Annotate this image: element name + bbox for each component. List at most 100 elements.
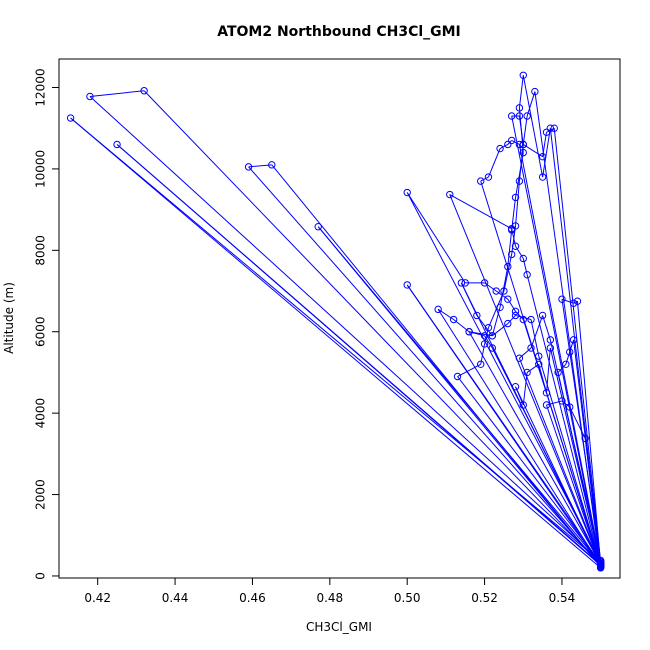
data-point xyxy=(538,173,547,181)
series-lines xyxy=(70,75,602,569)
y-tick-label: 0 xyxy=(34,572,48,580)
series-segment xyxy=(499,144,509,149)
data-point xyxy=(488,332,497,340)
data-point xyxy=(511,382,520,391)
series-segment xyxy=(549,347,602,564)
series-segment xyxy=(406,192,602,564)
series-segment xyxy=(515,386,602,567)
series-segment xyxy=(526,91,536,117)
data-point xyxy=(550,124,558,132)
series-segment xyxy=(116,144,601,566)
data-point xyxy=(523,368,531,377)
series-segment xyxy=(569,339,575,353)
series-segment xyxy=(542,315,551,341)
series-segment xyxy=(576,301,602,565)
data-point xyxy=(596,562,605,570)
y-tick-label: 6000 xyxy=(34,316,48,347)
data-point xyxy=(519,401,527,409)
data-point xyxy=(527,344,535,352)
data-point xyxy=(507,112,516,120)
data-point xyxy=(403,188,411,197)
series-segment xyxy=(507,298,516,312)
series-segment xyxy=(542,128,551,178)
series-segment xyxy=(507,140,513,145)
series-segment xyxy=(511,115,602,566)
data-point xyxy=(515,104,524,112)
series-segment xyxy=(507,315,516,324)
series-segment xyxy=(495,290,509,300)
data-point xyxy=(511,307,520,316)
data-point xyxy=(480,340,489,348)
data-point xyxy=(566,348,574,356)
data-point xyxy=(504,262,512,271)
series-segment xyxy=(89,96,601,563)
series-segment xyxy=(518,75,524,108)
data-point xyxy=(504,319,512,328)
series-segment xyxy=(561,298,574,304)
series-segment xyxy=(271,164,602,568)
data-point xyxy=(596,560,605,568)
series-segment xyxy=(553,128,602,562)
data-point xyxy=(86,92,94,101)
data-point xyxy=(492,287,500,295)
series-segment xyxy=(469,331,493,337)
data-point xyxy=(542,389,551,397)
series-segment xyxy=(70,117,601,569)
data-point xyxy=(511,311,520,320)
series-segment xyxy=(449,194,512,230)
series-segment xyxy=(519,347,532,359)
series-segment xyxy=(546,127,555,133)
data-point xyxy=(140,87,148,95)
data-point xyxy=(569,299,578,307)
data-point xyxy=(488,344,497,352)
data-point xyxy=(515,112,524,120)
y-tick-label: 4000 xyxy=(34,398,48,429)
series-segment xyxy=(545,347,551,393)
data-point xyxy=(504,140,512,149)
data-point xyxy=(473,311,481,320)
series-segment xyxy=(549,339,602,561)
data-point xyxy=(403,281,411,289)
data-point xyxy=(507,225,516,233)
data-point xyxy=(496,303,504,312)
data-point xyxy=(562,360,570,368)
data-point xyxy=(484,173,493,181)
data-point xyxy=(527,315,535,324)
y-tick-label: 10000 xyxy=(34,150,48,188)
data-point xyxy=(519,71,527,79)
series-segment xyxy=(515,181,520,226)
series-segment xyxy=(468,331,602,564)
y-axis-label: Altitude (m) xyxy=(2,282,16,354)
data-point xyxy=(519,254,527,263)
series-segment xyxy=(518,115,524,145)
data-point xyxy=(535,360,543,368)
data-point xyxy=(519,315,527,324)
data-point xyxy=(566,403,574,411)
data-point xyxy=(480,279,489,287)
y-tick-label: 8000 xyxy=(34,235,48,266)
y-tick-label: 12000 xyxy=(34,68,48,106)
data-point xyxy=(453,372,462,381)
series-segment xyxy=(457,376,602,565)
data-point xyxy=(538,152,547,161)
data-point xyxy=(546,344,555,352)
data-point xyxy=(446,190,454,199)
series-segment xyxy=(511,139,520,145)
data-point xyxy=(554,368,562,377)
series-points xyxy=(66,71,605,572)
data-point xyxy=(504,295,512,303)
data-point xyxy=(507,250,516,259)
data-point xyxy=(511,242,520,250)
data-point xyxy=(573,297,582,305)
series-segment xyxy=(484,335,493,349)
series-segment xyxy=(143,90,602,565)
y-axis: 0 2000 4000 6000 8000 10000 12000 xyxy=(34,68,60,580)
y-tick-label: 2000 xyxy=(34,479,48,510)
data-point xyxy=(546,124,555,132)
data-point xyxy=(477,177,485,185)
plot-frame xyxy=(58,58,621,579)
chart-title: ATOM2 Northbound CH3Cl_GMI xyxy=(217,24,461,40)
series-segment xyxy=(317,226,602,565)
data-point xyxy=(244,163,253,171)
